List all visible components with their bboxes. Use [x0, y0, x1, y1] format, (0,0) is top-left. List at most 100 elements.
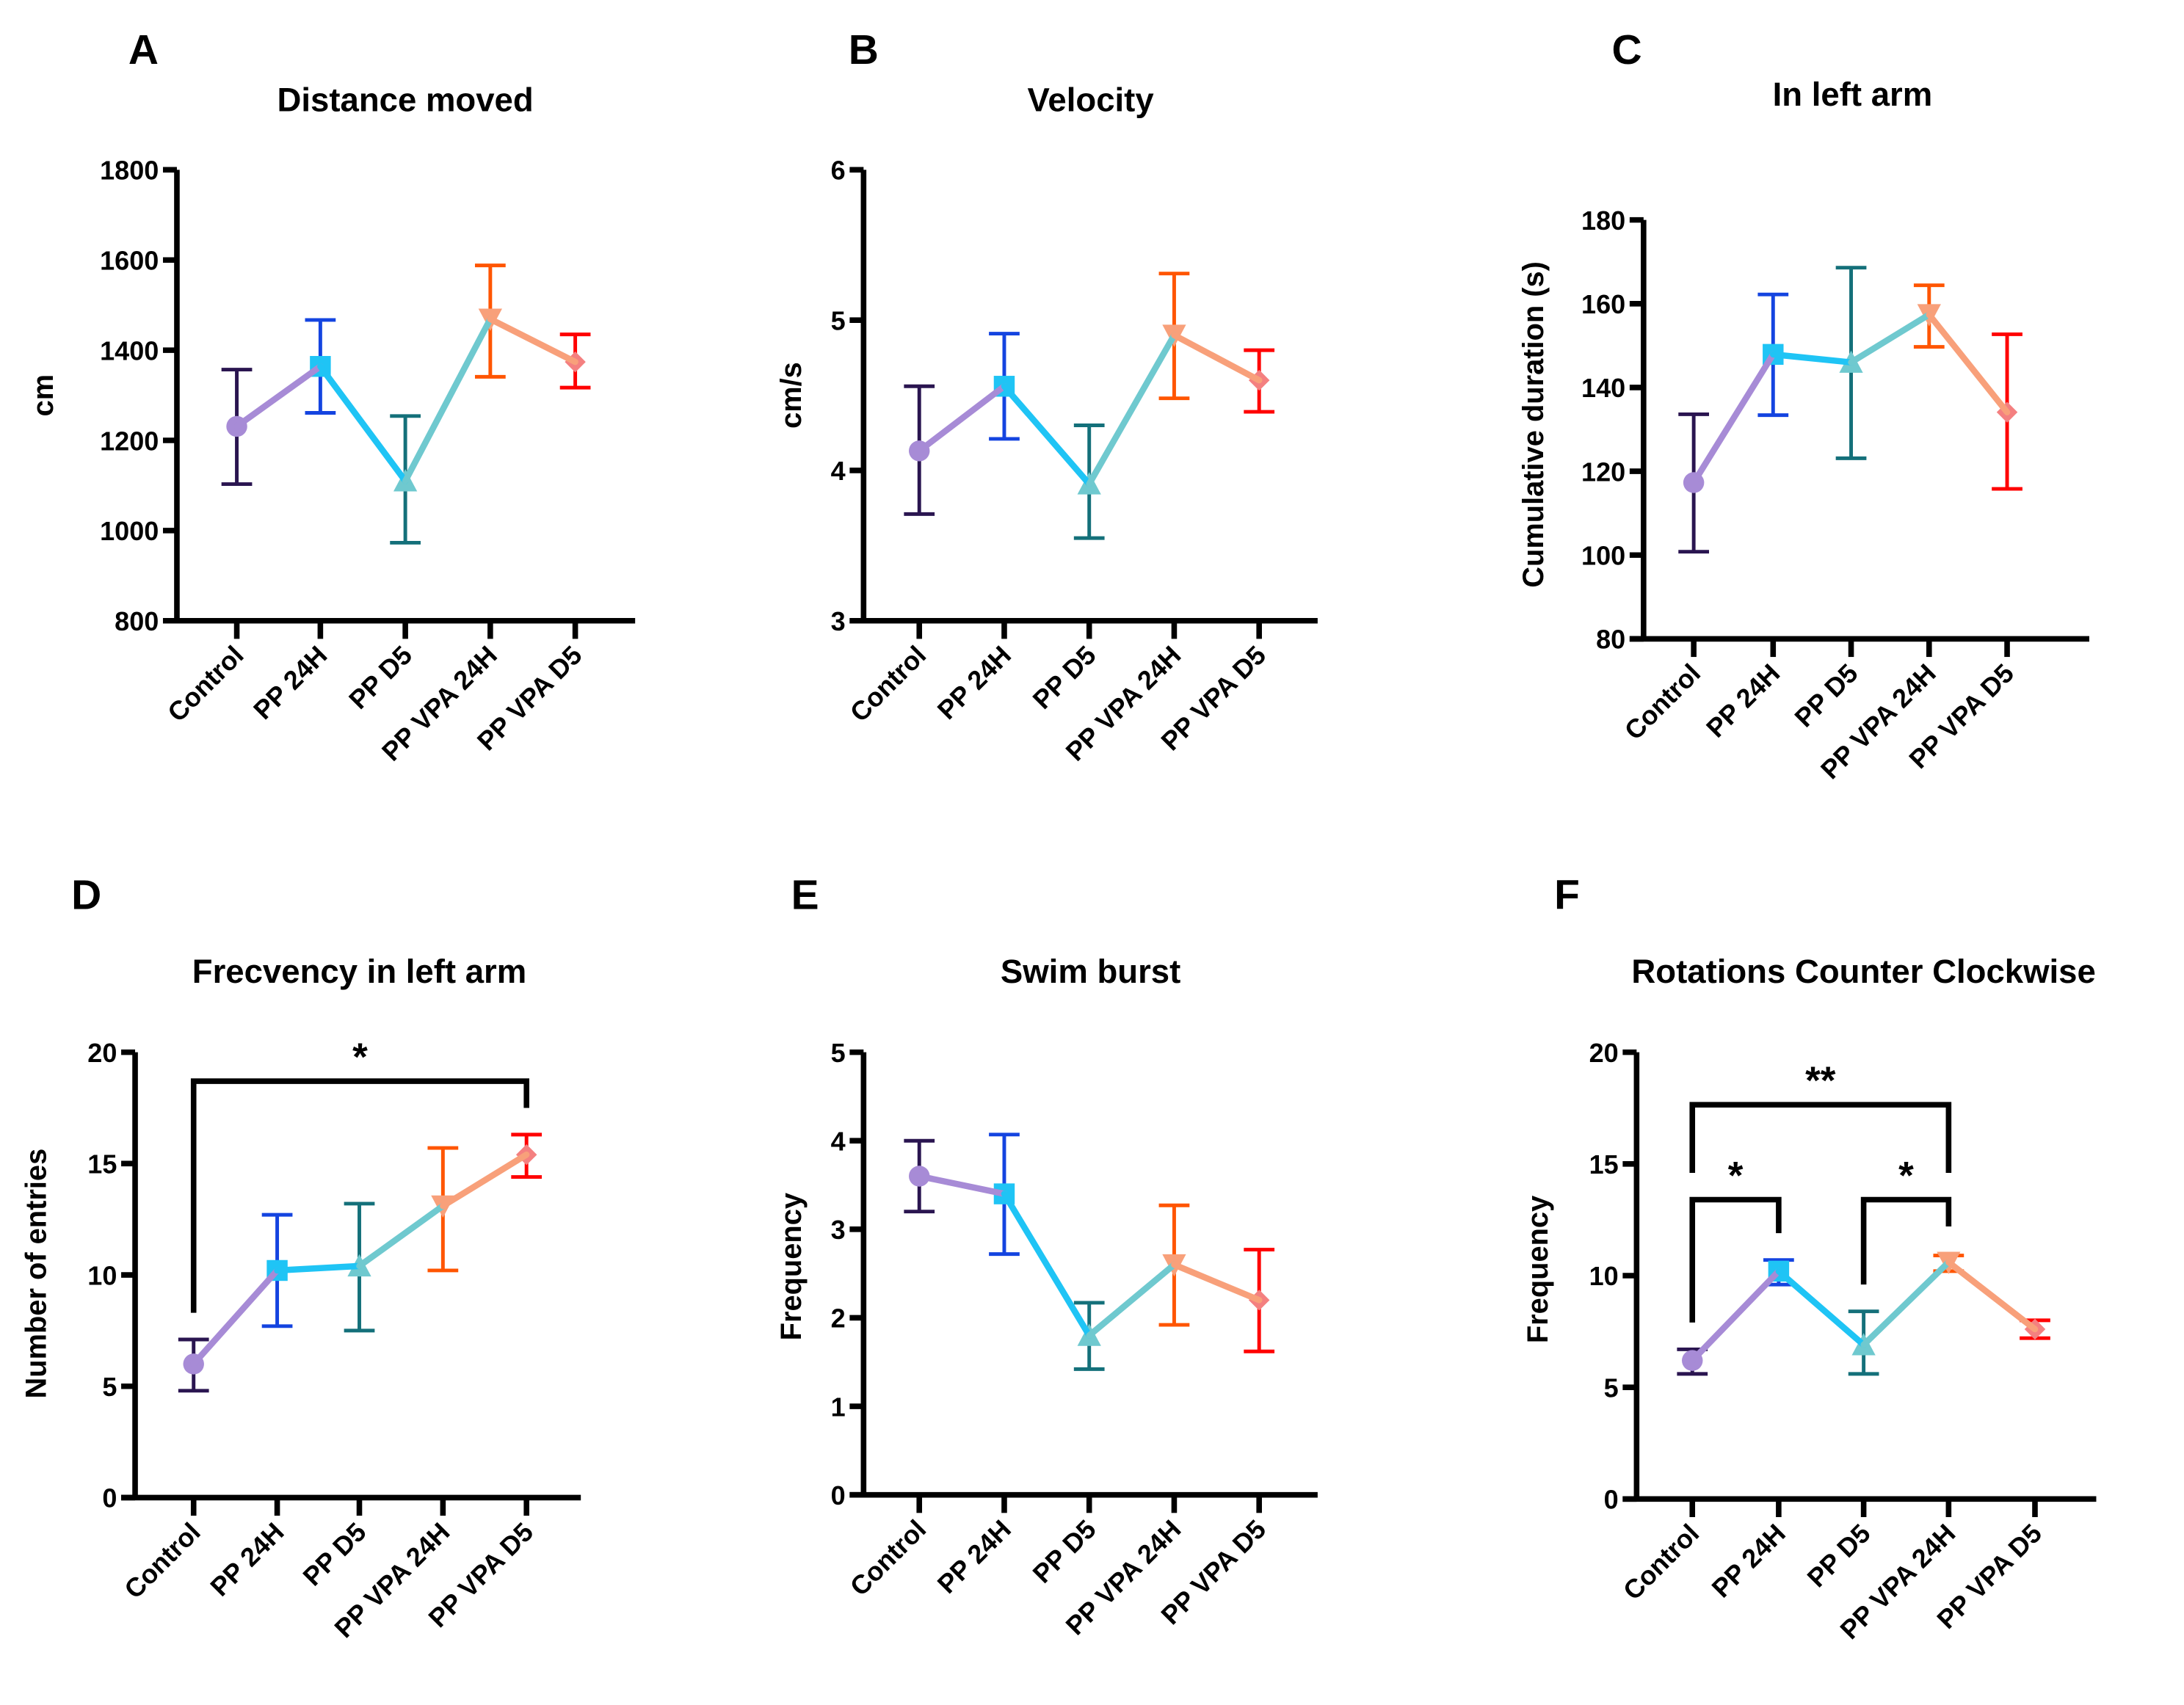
chart-title: Swim burst — [1001, 953, 1180, 990]
series-line-segment — [402, 316, 494, 484]
y-tick-label: 1000 — [100, 516, 159, 546]
y-tick-label: 0 — [102, 1483, 117, 1513]
y-tick-label: 20 — [87, 1038, 117, 1068]
x-tick-label: PP D5 — [1027, 1514, 1102, 1589]
series-line-segment — [915, 383, 1008, 454]
significance-label: * — [1728, 1154, 1744, 1197]
series-line-segment — [1945, 1259, 2039, 1333]
panel-letter: E — [791, 871, 819, 918]
panel-e: E Swim burst 0 1 2 3 4 5 Frequency Control PP 24H P… — [775, 871, 1318, 1640]
series-line-segment — [1171, 1261, 1263, 1304]
significance-bracket — [1860, 1196, 1952, 1285]
y-tick-label: 0 — [1604, 1485, 1619, 1515]
y-tick-label: 1 — [831, 1392, 846, 1422]
y-tick-label: 0 — [831, 1480, 846, 1510]
y-tick-label: 10 — [1589, 1261, 1619, 1291]
significance-label: * — [1898, 1154, 1914, 1197]
panel-letter: F — [1554, 871, 1580, 918]
x-tick-label: PP 24H — [932, 640, 1017, 725]
significance-label: * — [352, 1036, 368, 1079]
series-line-segment — [233, 363, 324, 430]
x-tick-label: PP D5 — [1801, 1518, 1876, 1593]
y-axis-label: Cumulative duration (s) — [1517, 261, 1550, 588]
y-tick-label: 5 — [1604, 1373, 1619, 1403]
y-tick-label: 10 — [87, 1260, 117, 1290]
chart-title: Distance moved — [277, 81, 534, 119]
x-tick-label: Control — [118, 1516, 206, 1604]
series-line-segment — [1775, 1268, 1867, 1348]
panel-f: F Rotations Counter Clockwise 0 5 10 15 20 Freq… — [1522, 871, 2097, 1645]
y-tick-label: 15 — [1589, 1149, 1619, 1179]
y-tick-label: 180 — [1581, 206, 1625, 236]
series-line-segment — [190, 1267, 280, 1367]
y-tick-label: 5 — [831, 305, 846, 335]
panel-d: D Frecvency in left arm 0 5 10 15 20 Number of … — [21, 871, 581, 1643]
series-line-segment — [1690, 351, 1777, 486]
significance-bracket — [1689, 1196, 1782, 1323]
series-line-segment — [1770, 351, 1854, 366]
series-line-segment — [1860, 1259, 1952, 1348]
panel-a: A Distance moved 800 1000 1200 1400 1600 1800 cm… — [27, 26, 636, 767]
y-tick-label: 1400 — [100, 335, 159, 366]
significance-label: ** — [1805, 1059, 1836, 1102]
x-tick-label: PP D5 — [343, 640, 418, 715]
y-axis-label: Frequency — [775, 1193, 808, 1340]
significance-bracket — [190, 1078, 529, 1313]
y-axis-label: Number of entries — [21, 1149, 53, 1399]
x-tick-label: PP 24H — [247, 640, 333, 725]
y-axis-label: cm — [27, 374, 59, 417]
panel-c: C In left arm 80 100 120 140 160 180 Cumulative … — [1517, 26, 2089, 785]
series-line-segment — [1688, 1268, 1782, 1364]
y-axis-label: Frequency — [1522, 1196, 1554, 1343]
y-tick-label: 5 — [102, 1372, 117, 1402]
series-line-segment — [1171, 332, 1263, 384]
y-tick-label: 1600 — [100, 246, 159, 276]
y-axis-label: cm/s — [775, 362, 808, 429]
x-tick-label: PP 24H — [204, 1516, 289, 1602]
series-line-segment — [1086, 1261, 1178, 1339]
x-tick-label: Control — [162, 640, 250, 727]
chart-title: Velocity — [1028, 81, 1155, 119]
series-line-segment — [1086, 332, 1178, 487]
y-tick-label: 15 — [87, 1149, 117, 1179]
x-tick-label: PP 24H — [1706, 1518, 1791, 1603]
y-tick-label: 140 — [1581, 373, 1625, 403]
series-line-segment — [1001, 383, 1092, 487]
x-tick-label: Control — [844, 1514, 932, 1602]
x-tick-label: Control — [1617, 1518, 1705, 1605]
series-line-segment — [487, 316, 578, 366]
x-tick-label: Control — [1619, 658, 1707, 745]
y-tick-label: 4 — [831, 1127, 846, 1157]
y-tick-label: 80 — [1596, 625, 1625, 655]
y-tick-label: 100 — [1581, 541, 1625, 571]
y-tick-label: 6 — [831, 156, 846, 186]
series-line-segment — [274, 1262, 363, 1274]
series-line-segment — [915, 1173, 1008, 1197]
y-tick-label: 1800 — [100, 156, 159, 186]
chart-title: Rotations Counter Clockwise — [1631, 953, 2095, 990]
y-tick-label: 800 — [115, 606, 159, 636]
series-line-segment — [440, 1151, 530, 1210]
x-tick-label: PP 24H — [932, 1514, 1017, 1599]
y-tick-label: 3 — [831, 606, 846, 636]
x-tick-label: PP D5 — [1788, 658, 1863, 732]
chart-title: Frecvency in left arm — [192, 953, 526, 990]
series-line-segment — [1001, 1190, 1092, 1339]
y-tick-label: 20 — [1589, 1038, 1619, 1068]
y-tick-label: 2 — [831, 1304, 846, 1334]
series-line-segment — [1848, 311, 1933, 366]
series-line-segment — [317, 363, 409, 484]
panel-letter: B — [849, 26, 879, 73]
series-line-segment — [1926, 311, 2011, 415]
panel-letter: A — [128, 26, 159, 73]
y-tick-label: 4 — [831, 456, 846, 486]
x-tick-label: PP D5 — [1027, 640, 1102, 715]
x-tick-label: PP 24H — [1700, 658, 1785, 743]
significance-bracket — [1689, 1102, 1952, 1173]
y-tick-label: 160 — [1581, 289, 1625, 319]
y-tick-label: 1200 — [100, 426, 159, 456]
y-tick-label: 120 — [1581, 457, 1625, 487]
panel-letter: D — [71, 871, 101, 918]
